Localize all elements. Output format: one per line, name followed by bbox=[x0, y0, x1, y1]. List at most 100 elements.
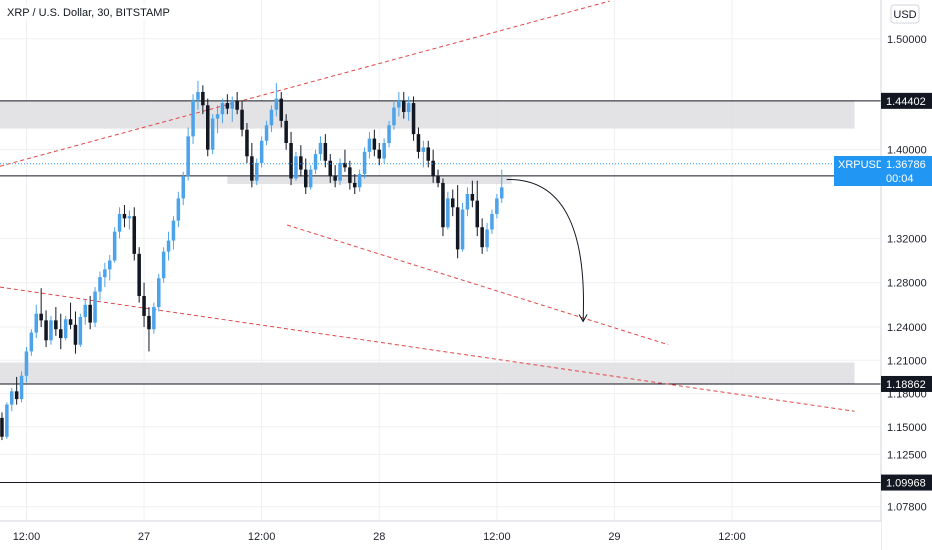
candle-76 bbox=[372, 129, 377, 157]
candle-94 bbox=[460, 202, 465, 252]
candle-body-23 bbox=[112, 231, 117, 261]
candle-67 bbox=[328, 154, 333, 183]
candle-body-85 bbox=[416, 134, 421, 152]
candle-body-42 bbox=[205, 105, 210, 150]
candle-9 bbox=[44, 310, 48, 347]
candle-70 bbox=[343, 149, 347, 172]
candle-body-15 bbox=[73, 324, 78, 345]
candle-body-62 bbox=[303, 169, 308, 188]
candle-body-89 bbox=[436, 176, 440, 183]
projection-arrowhead bbox=[578, 314, 588, 323]
time-axis[interactable] bbox=[0, 521, 881, 550]
candle-63 bbox=[308, 165, 313, 190]
candle-body-0 bbox=[0, 417, 4, 437]
candle-80 bbox=[392, 100, 396, 130]
candle-body-41 bbox=[201, 92, 205, 106]
candle-body-97 bbox=[475, 200, 480, 228]
candle-47 bbox=[230, 96, 235, 122]
candle-body-92 bbox=[450, 198, 455, 208]
candle-92 bbox=[450, 189, 455, 217]
candle-101 bbox=[495, 193, 499, 219]
candle-4 bbox=[19, 371, 24, 403]
candle-body-21 bbox=[103, 269, 107, 278]
candle-body-36 bbox=[176, 198, 181, 221]
level-tag-support: 1.18862 bbox=[881, 375, 932, 392]
candle-64 bbox=[313, 149, 318, 175]
candle-49 bbox=[240, 100, 244, 137]
level-tag-bg bbox=[881, 375, 932, 392]
candle-57 bbox=[279, 92, 284, 128]
candle-22 bbox=[107, 254, 112, 281]
candle-44 bbox=[215, 105, 220, 134]
candle-body-84 bbox=[411, 103, 416, 135]
candle-48 bbox=[235, 92, 239, 115]
candle-body-58 bbox=[284, 120, 288, 143]
candle-74 bbox=[362, 147, 367, 179]
candle-66 bbox=[323, 134, 328, 168]
candle-14 bbox=[68, 302, 73, 330]
candle-body-27 bbox=[132, 216, 137, 254]
candle-body-87 bbox=[426, 147, 431, 161]
candle-50 bbox=[245, 123, 249, 163]
candle-46 bbox=[225, 94, 230, 115]
candle-body-12 bbox=[58, 329, 63, 339]
candle-body-60 bbox=[294, 156, 298, 179]
support-zone bbox=[0, 362, 855, 384]
candle-39 bbox=[191, 94, 195, 145]
candle-61 bbox=[299, 145, 303, 177]
y-tick-label: 1.32000 bbox=[887, 233, 927, 245]
currency-button[interactable] bbox=[890, 4, 920, 24]
level-tag-lower-support: 1.09968 bbox=[881, 474, 932, 491]
candle-52 bbox=[254, 158, 259, 186]
candle-body-9 bbox=[44, 320, 48, 341]
y-tick-label: 1.28000 bbox=[887, 278, 927, 290]
y-tick-label: 1.15000 bbox=[887, 422, 927, 434]
candle-body-32 bbox=[156, 278, 161, 308]
trendline-upper-channel[interactable] bbox=[0, 0, 610, 167]
candle-body-101 bbox=[495, 198, 499, 214]
trendline-lower-trend[interactable] bbox=[0, 286, 855, 412]
candle-body-46 bbox=[225, 103, 230, 109]
candle-body-13 bbox=[63, 319, 68, 339]
candle-32 bbox=[156, 273, 161, 312]
candle-body-69 bbox=[338, 162, 342, 181]
candle-body-56 bbox=[274, 98, 279, 110]
candle-body-83 bbox=[406, 103, 411, 112]
y-tick-label: 1.50000 bbox=[887, 34, 927, 46]
candle-body-39 bbox=[191, 99, 195, 137]
candle-15 bbox=[73, 311, 78, 354]
price-axis[interactable] bbox=[881, 0, 932, 550]
candle-body-52 bbox=[254, 162, 259, 181]
candle-99 bbox=[485, 222, 489, 252]
candle-body-1 bbox=[5, 404, 9, 437]
projection-arrow[interactable] bbox=[506, 179, 584, 322]
candle-body-33 bbox=[161, 251, 166, 279]
candle-35 bbox=[171, 216, 176, 250]
candle-82 bbox=[401, 92, 406, 119]
candle-body-91 bbox=[446, 198, 450, 228]
candle-body-4 bbox=[19, 375, 24, 400]
candle-body-2 bbox=[9, 391, 14, 405]
candle-27 bbox=[132, 207, 137, 261]
candle-62 bbox=[303, 158, 308, 194]
candle-81 bbox=[397, 92, 401, 117]
trendline-mid-trend[interactable] bbox=[286, 224, 669, 346]
candle-body-8 bbox=[39, 313, 43, 321]
candle-body-67 bbox=[328, 160, 333, 177]
candle-25 bbox=[122, 205, 127, 228]
candle-body-47 bbox=[230, 100, 235, 109]
candle-body-65 bbox=[318, 142, 323, 155]
candle-body-14 bbox=[68, 319, 73, 325]
candle-41 bbox=[201, 85, 205, 115]
chart-title: XRP / U.S. Dollar, 30, BITSTAMP bbox=[7, 7, 170, 19]
title-bg bbox=[4, 4, 154, 20]
symbol-label: XRPUSD bbox=[838, 159, 884, 171]
candle-body-40 bbox=[196, 92, 200, 100]
x-tick-label: 28 bbox=[373, 531, 385, 543]
candle-body-11 bbox=[54, 320, 58, 330]
candle-69 bbox=[338, 158, 342, 186]
candle-40 bbox=[196, 80, 200, 110]
candle-86 bbox=[421, 140, 426, 168]
y-tick-label: 1.07800 bbox=[887, 502, 927, 514]
